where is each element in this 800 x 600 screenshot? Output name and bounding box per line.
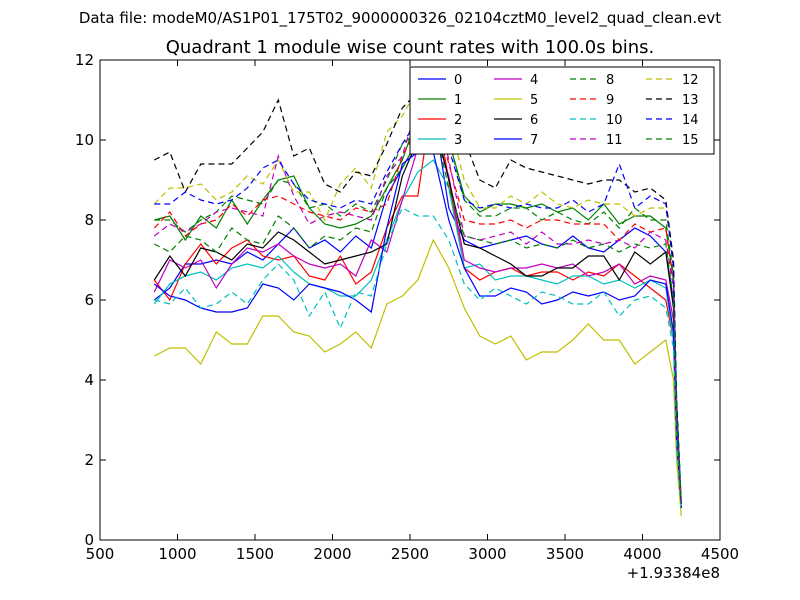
legend-label-6: 6 xyxy=(530,113,538,128)
series-line-8 xyxy=(154,90,682,505)
legend-label-8: 8 xyxy=(606,73,614,88)
legend-label-9: 9 xyxy=(606,93,614,108)
legend-box xyxy=(409,66,715,155)
x-tick-label: 1500 xyxy=(236,545,274,563)
legend-label-12: 12 xyxy=(682,73,699,88)
x-tick-label: 3000 xyxy=(468,545,506,563)
series-line-15 xyxy=(154,118,682,505)
legend-label-11: 11 xyxy=(606,133,623,148)
legend-label-10: 10 xyxy=(606,113,623,128)
suptitle: Data file: modeM0/AS1P01_175T02_90000003… xyxy=(79,9,721,28)
legend-label-1: 1 xyxy=(454,93,462,108)
y-tick-label: 2 xyxy=(84,451,94,469)
series-line-5 xyxy=(154,238,682,517)
y-tick-label: 8 xyxy=(84,211,94,229)
legend-label-0: 0 xyxy=(454,73,462,88)
legend-label-7: 7 xyxy=(530,133,538,148)
x-tick-label: 500 xyxy=(86,545,115,563)
x-offset-label: +1.93384e8 xyxy=(627,564,720,582)
x-tick-label: 3500 xyxy=(546,545,584,563)
x-tick-label: 4000 xyxy=(623,545,661,563)
legend-label-4: 4 xyxy=(530,73,538,88)
legend-label-13: 13 xyxy=(682,93,699,108)
x-tick-label: 1000 xyxy=(158,545,196,563)
x-tick-label: 2500 xyxy=(391,545,429,563)
y-tick-label: 6 xyxy=(84,291,94,309)
legend-label-14: 14 xyxy=(682,113,699,128)
legend-label-5: 5 xyxy=(530,93,538,108)
series-line-10 xyxy=(154,207,682,509)
legend-label-15: 15 xyxy=(682,133,699,148)
y-tick-label: 12 xyxy=(75,51,94,69)
legend-label-3: 3 xyxy=(454,133,462,148)
x-tick-label: 4500 xyxy=(701,545,739,563)
y-tick-label: 4 xyxy=(84,371,94,389)
x-tick-label: 2000 xyxy=(313,545,351,563)
legend-label-2: 2 xyxy=(454,113,462,128)
chart-title: Quadrant 1 module wise count rates with … xyxy=(166,37,655,58)
y-tick-label: 0 xyxy=(84,531,94,549)
y-tick-label: 10 xyxy=(75,131,94,149)
axis-ticks: 500 1000 1500 2000 2500 3000 3500 4000 4500 0 2 4 6 8… xyxy=(75,51,739,563)
